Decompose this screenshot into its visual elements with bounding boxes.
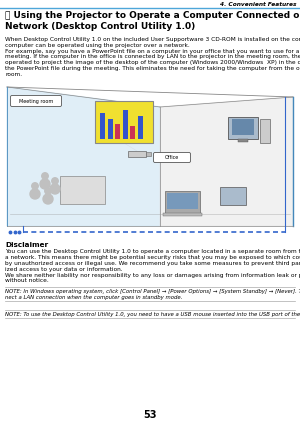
- Bar: [167, 193, 198, 209]
- Polygon shape: [160, 97, 293, 226]
- Bar: [220, 187, 246, 205]
- Bar: [100, 113, 105, 139]
- Bar: [60, 176, 105, 204]
- Bar: [238, 139, 248, 142]
- Circle shape: [45, 188, 51, 194]
- Text: by unauthorized access or illegal use. We recommend you take some measures to pr: by unauthorized access or illegal use. W…: [5, 261, 300, 266]
- Text: ⓑ Using the Projector to Operate a Computer Connected on a
Network (Desktop Cont: ⓑ Using the Projector to Operate a Compu…: [5, 11, 300, 31]
- Text: ized access to your data or information.: ized access to your data or information.: [5, 267, 123, 272]
- Bar: [95, 101, 153, 143]
- Text: NOTE: In Windows operating system, click [Control Panel] → [Power Options] → [Sy: NOTE: In Windows operating system, click…: [5, 289, 300, 294]
- Text: Disclaimer: Disclaimer: [5, 242, 48, 248]
- Bar: [146, 152, 151, 156]
- Text: Office: Office: [165, 155, 179, 160]
- Text: You can use the Desktop Control Utility 1.0 to operate a computer located in a s: You can use the Desktop Control Utility …: [5, 250, 300, 255]
- Bar: [107, 118, 112, 139]
- Text: 4. Convenient Features: 4. Convenient Features: [220, 2, 297, 6]
- Text: When Desktop Control Utility 1.0 on the included User Supportware 3 CD-ROM is in: When Desktop Control Utility 1.0 on the …: [5, 37, 300, 42]
- Text: meeting. If the computer in the office is connected by LAN to the projector in t: meeting. If the computer in the office i…: [5, 55, 300, 59]
- FancyBboxPatch shape: [154, 153, 190, 162]
- FancyBboxPatch shape: [11, 96, 61, 107]
- Bar: [128, 151, 146, 157]
- Circle shape: [32, 183, 38, 189]
- Circle shape: [30, 189, 40, 199]
- Bar: [137, 116, 142, 139]
- Text: Meeting room: Meeting room: [19, 99, 53, 104]
- Text: operated to project the image of the desktop of the computer (Windows 2000/Windo: operated to project the image of the des…: [5, 60, 300, 65]
- Text: We share neither liability nor responsibility to any loss or damages arising fro: We share neither liability nor responsib…: [5, 273, 300, 278]
- Text: For example, say you have a PowerPoint file on a computer in your office that yo: For example, say you have a PowerPoint f…: [5, 49, 300, 54]
- Circle shape: [40, 179, 50, 189]
- Text: without notice.: without notice.: [5, 278, 49, 283]
- Text: 53: 53: [143, 410, 157, 420]
- Bar: [115, 124, 120, 139]
- Circle shape: [52, 178, 58, 184]
- Text: a network. This means there might be potential security risks that you may be ex: a network. This means there might be pot…: [5, 255, 300, 260]
- Bar: [260, 119, 270, 143]
- Text: computer can be operated using the projector over a network.: computer can be operated using the proje…: [5, 43, 190, 48]
- Bar: [228, 117, 258, 139]
- Bar: [5, 79, 295, 236]
- Polygon shape: [7, 87, 160, 226]
- Bar: [130, 126, 135, 139]
- Bar: [232, 119, 254, 135]
- Text: room.: room.: [5, 72, 22, 77]
- Circle shape: [42, 173, 48, 179]
- Text: NOTE: To use the Desktop Control Utility 1.0, you need to have a USB mouse inser: NOTE: To use the Desktop Control Utility…: [5, 312, 300, 317]
- Bar: [122, 110, 128, 139]
- Bar: [163, 213, 202, 216]
- Bar: [165, 191, 200, 213]
- Text: the PowerPoint file during the meeting. This eliminates the need for taking the : the PowerPoint file during the meeting. …: [5, 66, 300, 71]
- Circle shape: [50, 184, 60, 194]
- Text: nect a LAN connection when the computer goes in standby mode.: nect a LAN connection when the computer …: [5, 295, 182, 300]
- Circle shape: [43, 194, 53, 204]
